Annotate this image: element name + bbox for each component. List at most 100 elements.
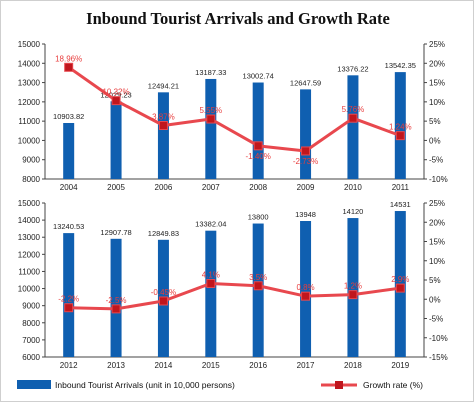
panel1-bar-value-label: 10903.82 (53, 112, 84, 121)
panel2-bar-value-label: 13948 (295, 210, 316, 219)
chart-title: Inbound Tourist Arrivals and Growth Rate (86, 9, 390, 28)
panel2-category-label: 2014 (155, 361, 173, 370)
legend-line-label: Growth rate (%) (363, 380, 423, 390)
panel1-right-tick-label: 25% (429, 40, 445, 49)
panel1-growth-label: -1.40% (246, 152, 271, 161)
panel2-right-tick-label: 5% (429, 276, 441, 285)
panel2-growth-marker (158, 296, 168, 306)
panel1-growth-marker (253, 141, 263, 151)
panel2-left-tick-label: 6000 (22, 353, 40, 362)
panel2-category-label: 2019 (391, 361, 409, 370)
panel2-category-label: 2017 (297, 361, 315, 370)
panel1-category-label: 2011 (392, 183, 410, 192)
panel2-growth-marker (64, 303, 74, 313)
legend-line-marker (335, 381, 343, 389)
panel1-left-tick-label: 13000 (18, 79, 41, 88)
panel1-right-tick-label: -10% (429, 175, 448, 184)
panel2-left-tick-label: 9000 (22, 302, 40, 311)
panel2-growth-label: 2.9% (391, 275, 409, 284)
panel2-right-tick-label: 25% (429, 199, 445, 208)
panel1-left-tick-label: 15000 (18, 40, 41, 49)
panel2-left-tick-label: 8000 (22, 319, 40, 328)
panel2-right-tick-label: -5% (429, 315, 443, 324)
panel1-growth-label: -2.73% (293, 157, 318, 166)
panel2-right-tick-label: 15% (429, 238, 445, 247)
panel2-left-tick-label: 7000 (22, 336, 40, 345)
panel2-bar-2012 (63, 233, 75, 357)
panel2-growth-marker (348, 290, 358, 300)
panel1-growth-marker (64, 62, 74, 72)
panel1-growth-label: 18.96% (55, 54, 82, 63)
panel2-growth-label: 1.2% (344, 282, 362, 291)
panel2-left-tick-label: 13000 (18, 233, 41, 242)
panel1-growth-label: 3.87% (152, 113, 175, 122)
panel2-growth-marker (395, 283, 405, 293)
panel1-right-tick-label: 0% (429, 136, 441, 145)
panel2-category-label: 2012 (60, 361, 78, 370)
panel2-growth-marker (301, 291, 311, 301)
panel1-bar-2005 (110, 101, 122, 179)
panel2-category-label: 2013 (107, 361, 125, 370)
panel2-right-tick-label: -15% (429, 353, 448, 362)
panel2-growth-marker (253, 281, 263, 291)
panel1-right-tick-label: 5% (429, 117, 441, 126)
panel2-growth-label: -0.45% (151, 288, 176, 297)
panel1-bar-2010 (347, 75, 359, 179)
panel1-bar-2004 (63, 122, 75, 179)
legend-bar-swatch (17, 380, 51, 389)
panel1-bar-2011 (394, 72, 406, 179)
panel2-category-label: 2018 (344, 361, 362, 370)
panel1-growth-label: 5.55% (199, 106, 222, 115)
panel1-bar-2009 (300, 89, 312, 179)
panel2-bar-2015 (205, 230, 217, 357)
panel2-left-tick-label: 15000 (18, 199, 41, 208)
panel2-bar-value-label: 12907.78 (100, 228, 131, 237)
panel1-category-label: 2004 (60, 183, 78, 192)
panel1-bar-value-label: 12029.23 (100, 90, 131, 99)
panel1-growth-marker (301, 146, 311, 156)
panel2-bar-2018 (347, 218, 359, 357)
panel2-category-label: 2016 (249, 361, 267, 370)
panel1-bar-2006 (157, 92, 169, 179)
panel1-bar-value-label: 12647.59 (290, 78, 321, 87)
panel1-left-tick-label: 8000 (22, 175, 40, 184)
panel2-growth-label: 0.8% (296, 283, 314, 292)
panel1-growth-label: 5.76% (342, 105, 365, 114)
panel1-category-label: 2005 (107, 183, 125, 192)
panel1-bar-2007 (205, 78, 217, 179)
panel1-growth-label: 1.24% (389, 123, 412, 132)
panel2-growth-label: 4.1% (202, 270, 220, 279)
panel2-growth-line (68, 281, 401, 311)
panel1-growth-line (67, 66, 401, 153)
panel1-growth-marker (111, 96, 121, 106)
panel2-growth-label: 3.5% (249, 273, 267, 282)
panel2-bar-2017 (300, 221, 312, 357)
panel1-left-tick-label: 14000 (18, 59, 41, 68)
panel1-category-label: 2007 (202, 183, 220, 192)
panel1-growth-marker (158, 121, 168, 131)
panel1-right-tick-label: 10% (429, 98, 445, 107)
panel2-category-label: 2015 (202, 361, 220, 370)
panel1-category-label: 2010 (344, 183, 362, 192)
panel2-left-tick-label: 14000 (18, 216, 41, 225)
panel2-bar-value-label: 13800 (248, 213, 269, 222)
panel1-left-tick-label: 12000 (18, 98, 41, 107)
panel1-growth-label: 10.32% (102, 88, 129, 97)
panel1-category-label: 2008 (249, 183, 267, 192)
panel1-category-label: 2006 (155, 183, 173, 192)
panel2-left-tick-label: 11000 (18, 267, 40, 276)
panel1-left-tick-label: 9000 (22, 156, 40, 165)
panel1-bar-value-label: 12494.21 (148, 81, 179, 90)
panel2-right-tick-label: 20% (429, 218, 445, 227)
legend-bar-label: Inbound Tourist Arrivals (unit in 10,000… (55, 380, 235, 390)
panel1-left-tick-label: 10000 (18, 136, 41, 145)
panel1-growth-marker (348, 113, 358, 123)
panel2-growth-marker (206, 278, 216, 288)
panel2-bar-value-label: 12849.83 (148, 229, 179, 238)
panel1-right-tick-label: -5% (429, 156, 443, 165)
panel2-bar-value-label: 13382.04 (195, 220, 226, 229)
panel2-right-tick-label: 10% (429, 257, 445, 266)
panel2-growth-label: -2.5% (106, 296, 127, 305)
panel1-growth-marker (395, 131, 405, 141)
panel1-category-label: 2009 (297, 183, 315, 192)
